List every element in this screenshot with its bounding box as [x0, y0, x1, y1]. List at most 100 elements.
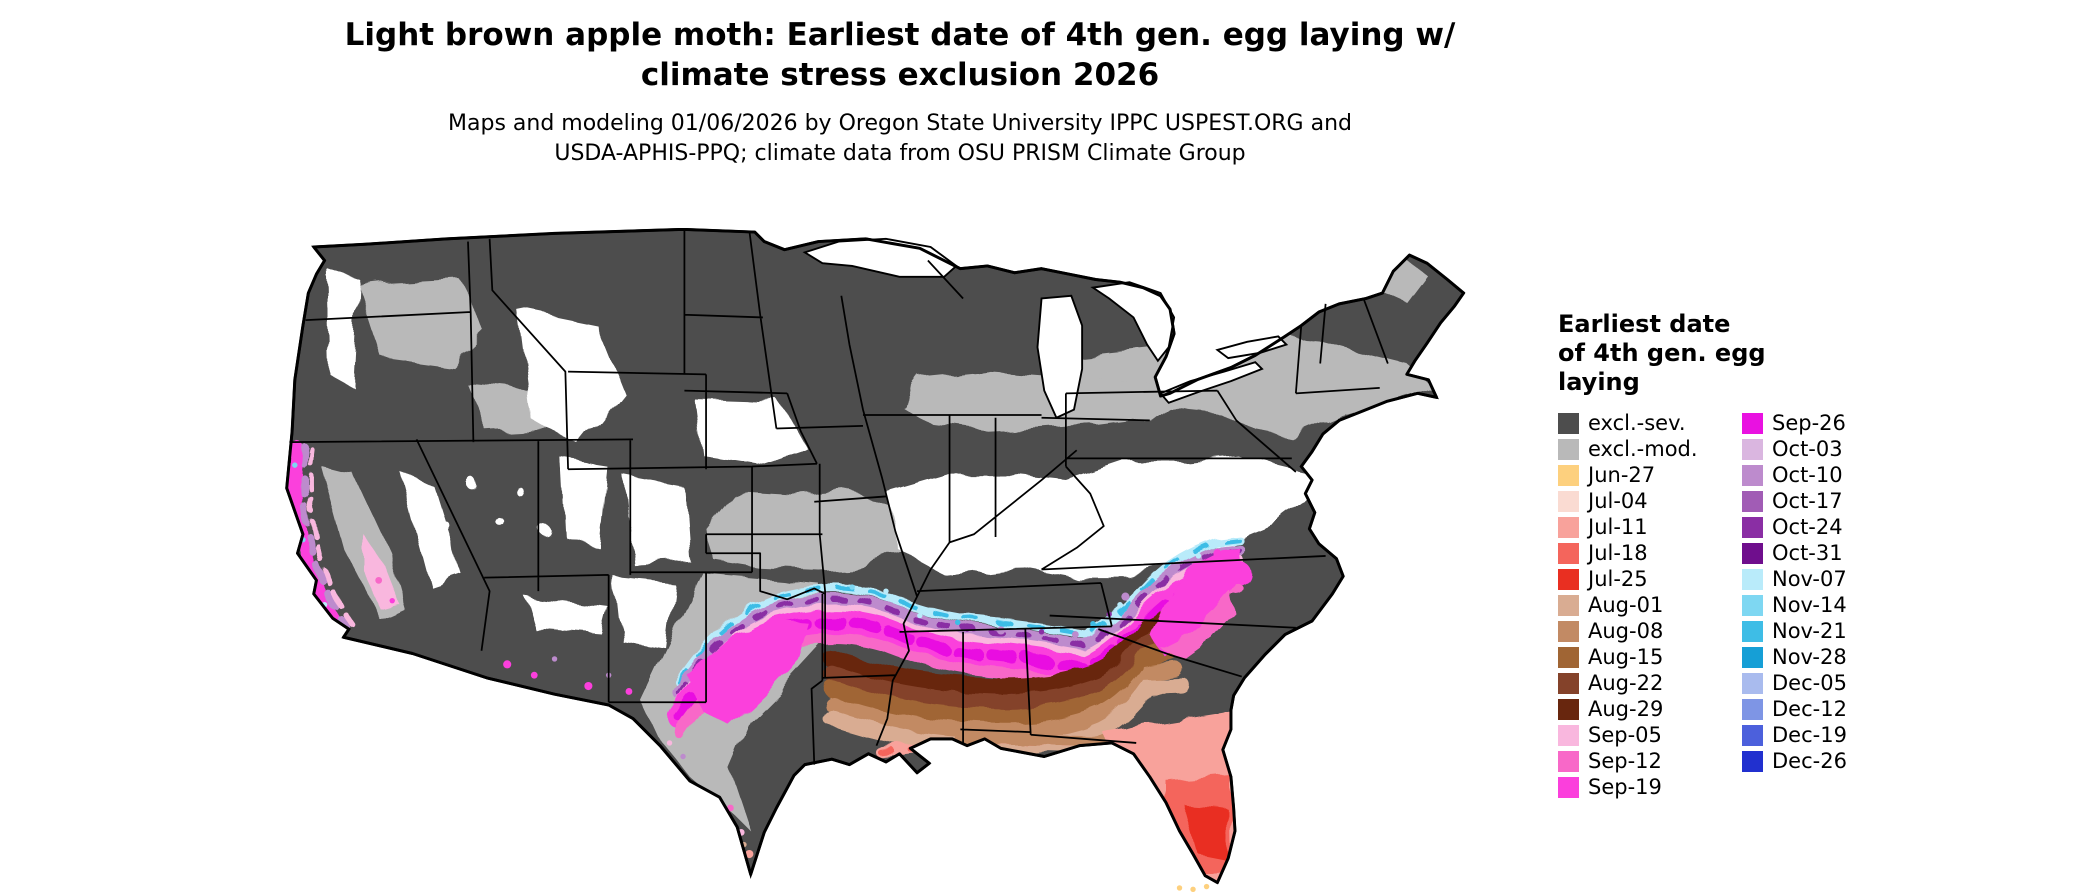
legend-entry: Aug-01 [1558, 592, 1708, 618]
legend-label: Dec-12 [1772, 697, 1847, 722]
map-white-layer [327, 268, 1319, 649]
figure-header: Light brown apple moth: Earliest date of… [0, 16, 1800, 169]
legend-label: Jul-25 [1588, 567, 1648, 592]
figure-subtitle-line1: Maps and modeling 01/06/2026 by Oregon S… [448, 111, 1352, 137]
legend-swatch [1742, 412, 1763, 434]
florida-keys-dots [1176, 883, 1210, 892]
state-borders [289, 230, 1389, 765]
legend-entry: Nov-07 [1742, 566, 1892, 592]
legend-label: Dec-05 [1772, 671, 1847, 696]
legend-label: excl.-sev. [1588, 411, 1686, 436]
legend-swatch [1558, 672, 1579, 694]
legend-label: Jun-27 [1588, 463, 1656, 488]
legend-swatch [1558, 620, 1579, 642]
legend-entry: Dec-26 [1742, 748, 1892, 774]
legend-entry: excl.-mod. [1558, 436, 1708, 462]
legend-entry: Nov-28 [1742, 644, 1892, 670]
legend-swatch [1742, 542, 1763, 564]
legend-entry: Dec-19 [1742, 722, 1892, 748]
legend-entry: Jul-25 [1558, 566, 1708, 592]
legend-entry: Sep-19 [1558, 774, 1708, 800]
legend-swatch [1742, 594, 1763, 616]
legend-entry: Jul-18 [1558, 540, 1708, 566]
legend-entry: Nov-21 [1742, 618, 1892, 644]
legend-title: Earliest date of 4th gen. egg laying [1558, 310, 1978, 396]
legend-entry: Aug-08 [1558, 618, 1708, 644]
legend-entry: Oct-10 [1742, 462, 1892, 488]
legend-swatch [1742, 490, 1763, 512]
legend-entry: Dec-12 [1742, 696, 1892, 722]
legend-swatch [1558, 568, 1579, 590]
legend-swatch [1558, 542, 1579, 564]
legend-entry: Oct-31 [1742, 540, 1892, 566]
legend-swatch [1558, 412, 1579, 434]
legend-label: Aug-22 [1588, 671, 1664, 696]
figure-subtitle: Maps and modeling 01/06/2026 by Oregon S… [0, 109, 1800, 168]
legend-label: Jul-18 [1588, 541, 1648, 566]
legend-label: Sep-19 [1588, 775, 1662, 800]
legend-title-line1: Earliest date [1558, 310, 1731, 338]
lake-ontario [1215, 335, 1289, 360]
legend-swatch [1742, 464, 1763, 486]
figure-title-line1: Light brown apple moth: Earliest date of… [344, 17, 1456, 53]
legend-swatch [1742, 646, 1763, 668]
legend-label: Nov-28 [1772, 645, 1847, 670]
legend-swatch [1742, 724, 1763, 746]
legend-entry: Jul-11 [1558, 514, 1708, 540]
legend-swatch [1742, 438, 1763, 460]
legend-label: Nov-07 [1772, 567, 1847, 592]
legend-swatch [1558, 646, 1579, 668]
figure-subtitle-line2: USDA-APHIS-PPQ; climate data from OSU PR… [554, 141, 1246, 167]
legend-entry: Aug-15 [1558, 644, 1708, 670]
map-legend: Earliest date of 4th gen. egg laying exc… [1558, 310, 1978, 800]
legend-label: Jul-04 [1588, 489, 1648, 514]
legend-entry: Jun-27 [1558, 462, 1708, 488]
legend-label: Oct-24 [1772, 515, 1843, 540]
legend-entry: Sep-12 [1558, 748, 1708, 774]
legend-label: Oct-31 [1772, 541, 1843, 566]
legend-label: Nov-14 [1772, 593, 1847, 618]
legend-column-2: Sep-26 Oct-03 Oct-10 Oct-17 Oct-24 Oct-3… [1742, 410, 1892, 774]
legend-swatch [1558, 490, 1579, 512]
legend-label: Sep-26 [1772, 411, 1846, 436]
legend-swatch [1742, 672, 1763, 694]
legend-swatch [1558, 516, 1579, 538]
legend-label: Nov-21 [1772, 619, 1847, 644]
legend-swatch [1558, 594, 1579, 616]
legend-entry: Aug-22 [1558, 670, 1708, 696]
us-map-svg [285, 228, 1466, 892]
legend-label: Aug-15 [1588, 645, 1664, 670]
legend-label: Oct-10 [1772, 463, 1843, 488]
legend-label: Sep-05 [1588, 723, 1662, 748]
legend-swatch [1558, 464, 1579, 486]
legend-column-1: excl.-sev. excl.-mod. Jun-27 Jul-04 Jul-… [1558, 410, 1708, 800]
legend-entry: Oct-03 [1742, 436, 1892, 462]
legend-swatch [1558, 750, 1579, 772]
legend-label: Jul-11 [1588, 515, 1648, 540]
legend-label: excl.-mod. [1588, 437, 1698, 462]
legend-label: Oct-03 [1772, 437, 1843, 462]
legend-entry: Jul-04 [1558, 488, 1708, 514]
legend-entry: excl.-sev. [1558, 410, 1708, 436]
legend-swatch [1558, 724, 1579, 746]
legend-title-line3: laying [1558, 367, 1640, 396]
figure-title: Light brown apple moth: Earliest date of… [0, 16, 1800, 95]
legend-label: Dec-26 [1772, 749, 1847, 774]
legend-swatch [1558, 776, 1579, 798]
legend-label: Sep-12 [1588, 749, 1662, 774]
legend-label: Aug-08 [1588, 619, 1664, 644]
legend-swatch [1742, 750, 1763, 772]
legend-entry: Nov-14 [1742, 592, 1892, 618]
legend-label: Aug-01 [1588, 593, 1664, 618]
legend-entry: Sep-26 [1742, 410, 1892, 436]
legend-swatch [1558, 438, 1579, 460]
figure-title-line2: climate stress exclusion 2026 [640, 56, 1160, 93]
us-outline [285, 228, 1466, 885]
legend-label: Oct-17 [1772, 489, 1843, 514]
legend-label: Dec-19 [1772, 723, 1847, 748]
legend-swatch [1742, 620, 1763, 642]
legend-entry: Aug-29 [1558, 696, 1708, 722]
us-map [284, 228, 1515, 892]
legend-swatch [1558, 698, 1579, 720]
